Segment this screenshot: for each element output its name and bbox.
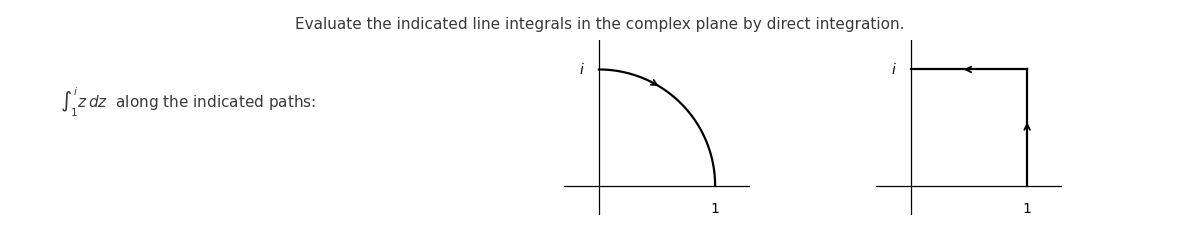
Text: $\int_1^i z\,dz$  along the indicated paths:: $\int_1^i z\,dz$ along the indicated pat… <box>60 85 316 119</box>
Text: $i$: $i$ <box>892 62 896 77</box>
Text: $1$: $1$ <box>710 202 720 216</box>
Text: $1$: $1$ <box>1022 202 1032 216</box>
Text: Evaluate the indicated line integrals in the complex plane by direct integration: Evaluate the indicated line integrals in… <box>295 17 905 32</box>
Text: $i$: $i$ <box>580 62 584 77</box>
